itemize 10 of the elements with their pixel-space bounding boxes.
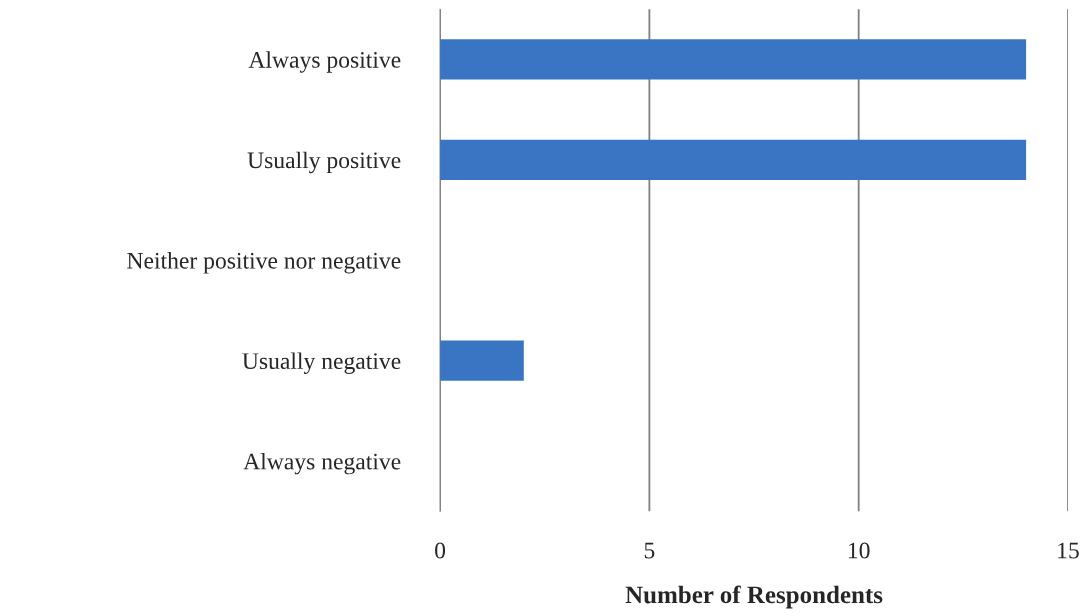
- x-tick-label: 15: [1058, 542, 1079, 559]
- x-tick-label: 0: [435, 542, 446, 559]
- y-tick-label: Neither positive nor negative: [127, 252, 401, 274]
- y-tick-label: Usually negative: [242, 352, 401, 374]
- x-tick-label: 5: [644, 542, 655, 559]
- x-tick-label: 10: [848, 542, 870, 559]
- y-tick-label: Always positive: [248, 51, 401, 73]
- y-tick-label: Usually positive: [247, 151, 401, 174]
- y-tick-label: Always negative: [243, 452, 401, 475]
- x-axis-title: Number of Respondents: [625, 585, 883, 609]
